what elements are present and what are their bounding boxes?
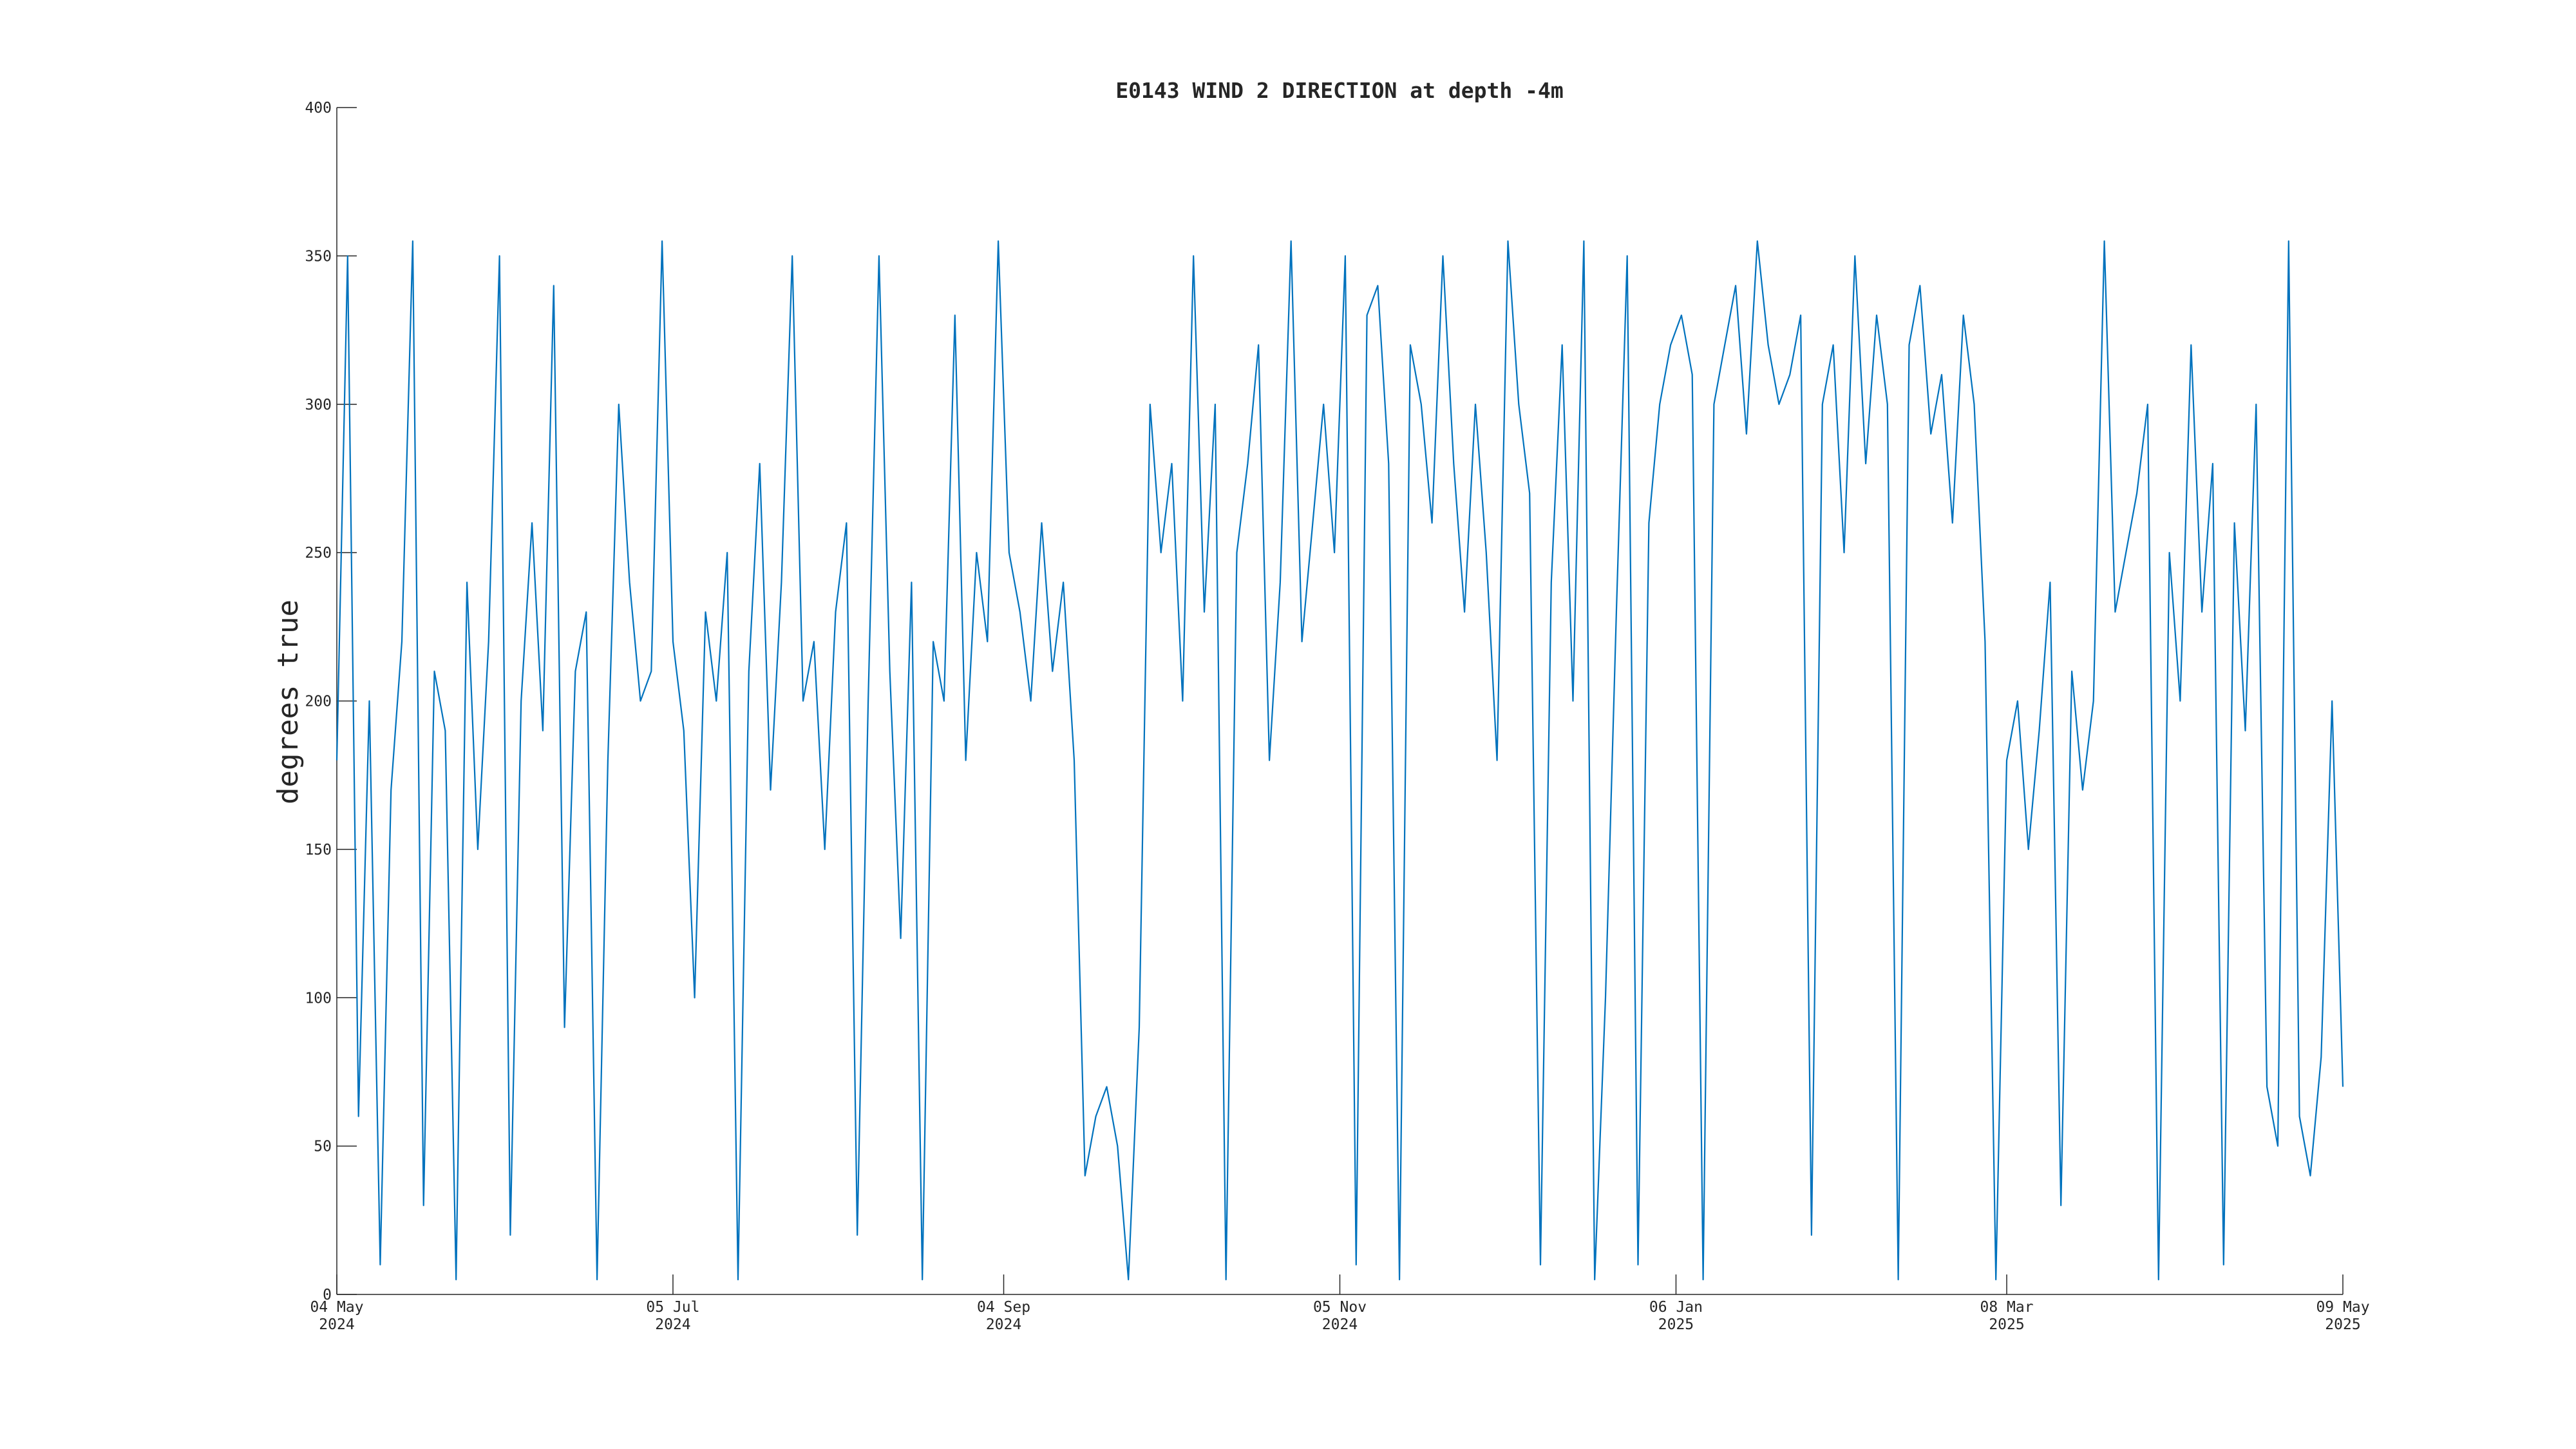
x-tick-label-line: 2024 (655, 1316, 690, 1333)
x-tick-label-line: 05 Nov (1313, 1299, 1367, 1316)
x-tick-label: 05 Jul 2024 (646, 1299, 699, 1333)
y-tick-label: 0 (323, 1287, 332, 1303)
chart-title: E0143 WIND 2 DIRECTION at depth -4m (1115, 78, 1563, 103)
y-tick-label: 200 (305, 694, 332, 710)
x-tick-label-line: 04 Sep (977, 1299, 1030, 1316)
x-tick-label: 04 May 2024 (310, 1299, 363, 1333)
y-tick-label: 250 (305, 545, 332, 562)
y-tick-label: 300 (305, 397, 332, 413)
x-tick-label-line: 2025 (1658, 1316, 1694, 1333)
x-tick-label-line: 2024 (1322, 1316, 1358, 1333)
y-axis-label: degrees true (272, 600, 305, 804)
x-tick-label: 04 Sep 2024 (977, 1299, 1030, 1333)
data-line (336, 240, 2344, 1281)
x-tick-label: 06 Jan 2025 (1649, 1299, 1703, 1333)
x-tick-label-line: 2025 (1989, 1316, 2024, 1333)
y-tick-label: 350 (305, 248, 332, 265)
x-tick-label-line: 08 Mar (1980, 1299, 2033, 1316)
x-tick-label-line: 05 Jul (646, 1299, 699, 1316)
x-tick-label-line: 2025 (2325, 1316, 2360, 1333)
x-tick-label-line: 2024 (319, 1316, 354, 1333)
y-tick-label: 400 (305, 100, 332, 117)
x-tick-label-line: 09 May (2316, 1299, 2369, 1316)
x-tick-label: 09 May 2025 (2316, 1299, 2369, 1333)
x-tick-label-line: 06 Jan (1649, 1299, 1703, 1316)
x-tick-label-line: 04 May (310, 1299, 363, 1316)
x-tick-label: 08 Mar 2025 (1980, 1299, 2033, 1333)
x-tick-label: 05 Nov 2024 (1313, 1299, 1367, 1333)
y-tick-label: 50 (314, 1139, 332, 1155)
y-tick-label: 100 (305, 990, 332, 1007)
x-tick-label-line: 2024 (986, 1316, 1021, 1333)
y-tick-label: 150 (305, 842, 332, 858)
